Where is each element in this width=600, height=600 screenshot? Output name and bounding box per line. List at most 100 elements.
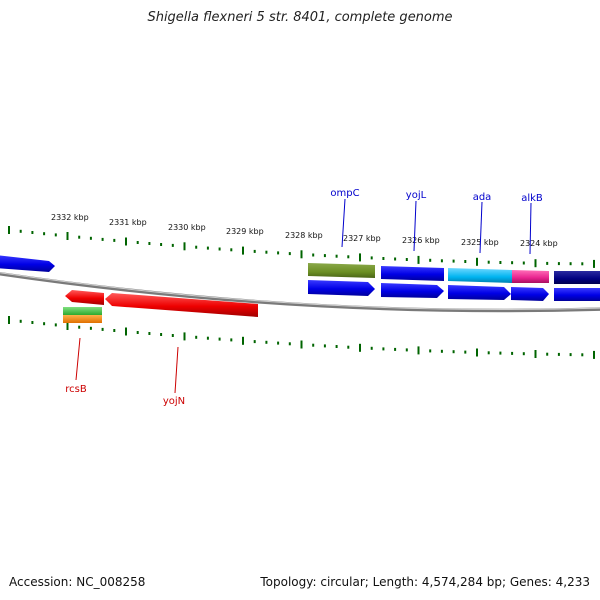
minor-tick: [511, 351, 514, 355]
major-tick: [66, 322, 69, 330]
gene-blue-1[interactable]: [308, 280, 375, 296]
minor-tick: [31, 231, 34, 234]
gene-rcsB[interactable]: [65, 290, 104, 305]
label-yojL[interactable]: yojL: [406, 190, 427, 201]
minor-tick: [452, 259, 455, 263]
minor-tick: [54, 323, 57, 327]
minor-tick: [218, 247, 221, 251]
gene-navy-upper[interactable]: [554, 271, 600, 284]
minor-tick: [370, 346, 373, 350]
forward-strand-upper: [0, 255, 600, 284]
minor-tick: [148, 242, 151, 245]
label-leader-lines: [75, 198, 532, 394]
label-ada[interactable]: ada: [473, 192, 492, 203]
minor-tick: [335, 345, 338, 348]
minor-tick: [394, 347, 397, 351]
major-tick: [417, 255, 420, 264]
minor-tick: [370, 256, 373, 260]
minor-tick: [136, 241, 139, 244]
minor-tick: [19, 229, 22, 233]
gene-ompC[interactable]: [308, 263, 375, 278]
chromosome-backbone: [0, 271, 600, 313]
gene-blue-4[interactable]: [511, 287, 549, 301]
minor-tick: [312, 343, 315, 347]
upper-tick-ruler: [8, 226, 595, 268]
genome-summary-text: Topology: circular; Length: 4,574,284 bp…: [260, 575, 590, 589]
minor-tick: [347, 345, 350, 349]
major-tick: [66, 232, 69, 240]
minor-tick: [195, 335, 198, 339]
tick-label: 2330 kbp: [168, 223, 206, 232]
leader-ada: [479, 201, 483, 254]
minor-tick: [323, 254, 326, 258]
minor-tick: [253, 340, 256, 344]
minor-tick: [522, 261, 525, 265]
major-tick: [476, 257, 478, 266]
major-tick: [417, 346, 420, 355]
minor-tick: [113, 238, 116, 242]
leader-ompC: [341, 198, 346, 248]
minor-tick: [511, 261, 514, 265]
major-tick: [300, 250, 303, 259]
major-tick: [300, 340, 303, 349]
major-tick: [534, 259, 537, 268]
gene-rcsB-green[interactable]: [63, 307, 102, 315]
minor-tick: [557, 352, 560, 356]
major-tick: [476, 348, 478, 357]
minor-tick: [31, 321, 34, 324]
minor-tick: [288, 252, 291, 256]
minor-tick: [265, 250, 268, 254]
tick-label: 2328 kbp: [285, 231, 323, 240]
gene-yojL[interactable]: [381, 266, 444, 281]
minor-tick: [195, 245, 198, 249]
minor-tick: [136, 331, 139, 334]
minor-tick: [89, 236, 92, 240]
minor-tick: [160, 243, 163, 246]
minor-tick: [464, 350, 467, 354]
minor-tick: [312, 253, 315, 257]
minor-tick: [335, 254, 338, 258]
minor-tick: [569, 353, 572, 357]
minor-tick: [464, 260, 467, 263]
lower-tick-ruler: [8, 316, 595, 359]
minor-tick: [101, 327, 104, 331]
minor-tick: [253, 249, 256, 253]
minor-tick: [440, 349, 443, 353]
minor-tick: [499, 351, 502, 355]
leader-rcsB: [75, 337, 81, 381]
minor-tick: [288, 342, 291, 346]
gene-rcsB-orange[interactable]: [63, 315, 102, 323]
minor-tick: [394, 257, 397, 261]
gene-blue-3[interactable]: [448, 285, 511, 300]
minor-tick: [19, 319, 22, 323]
label-alkB[interactable]: alkB: [521, 193, 543, 204]
minor-tick: [206, 336, 209, 340]
gene-alkB[interactable]: [512, 270, 549, 283]
tick-label: 2329 kbp: [226, 227, 264, 236]
gene-left-blue[interactable]: [0, 255, 55, 272]
tick-label: 2324 kbp: [520, 239, 558, 248]
minor-tick: [171, 334, 174, 337]
minor-tick: [43, 322, 46, 326]
tick-label: 2327 kbp: [343, 234, 381, 243]
major-tick: [534, 350, 537, 358]
label-rcsB[interactable]: rcsB: [65, 384, 87, 395]
minor-tick: [230, 338, 233, 342]
minor-tick: [265, 340, 268, 344]
major-tick: [125, 327, 127, 336]
gene-yojN[interactable]: [105, 293, 258, 317]
minor-tick: [429, 349, 432, 353]
gene-blue-2[interactable]: [381, 283, 444, 298]
major-tick: [359, 343, 361, 352]
gene-ada[interactable]: [448, 268, 512, 283]
major-tick: [242, 246, 244, 255]
label-yojN[interactable]: yojN: [163, 396, 185, 407]
minor-tick: [54, 233, 57, 237]
minor-tick: [405, 258, 408, 261]
minor-tick: [101, 237, 104, 241]
gene-blue-5[interactable]: [554, 288, 600, 301]
label-ompC[interactable]: ompC: [330, 188, 359, 199]
minor-tick: [277, 341, 280, 345]
minor-tick: [230, 248, 233, 252]
